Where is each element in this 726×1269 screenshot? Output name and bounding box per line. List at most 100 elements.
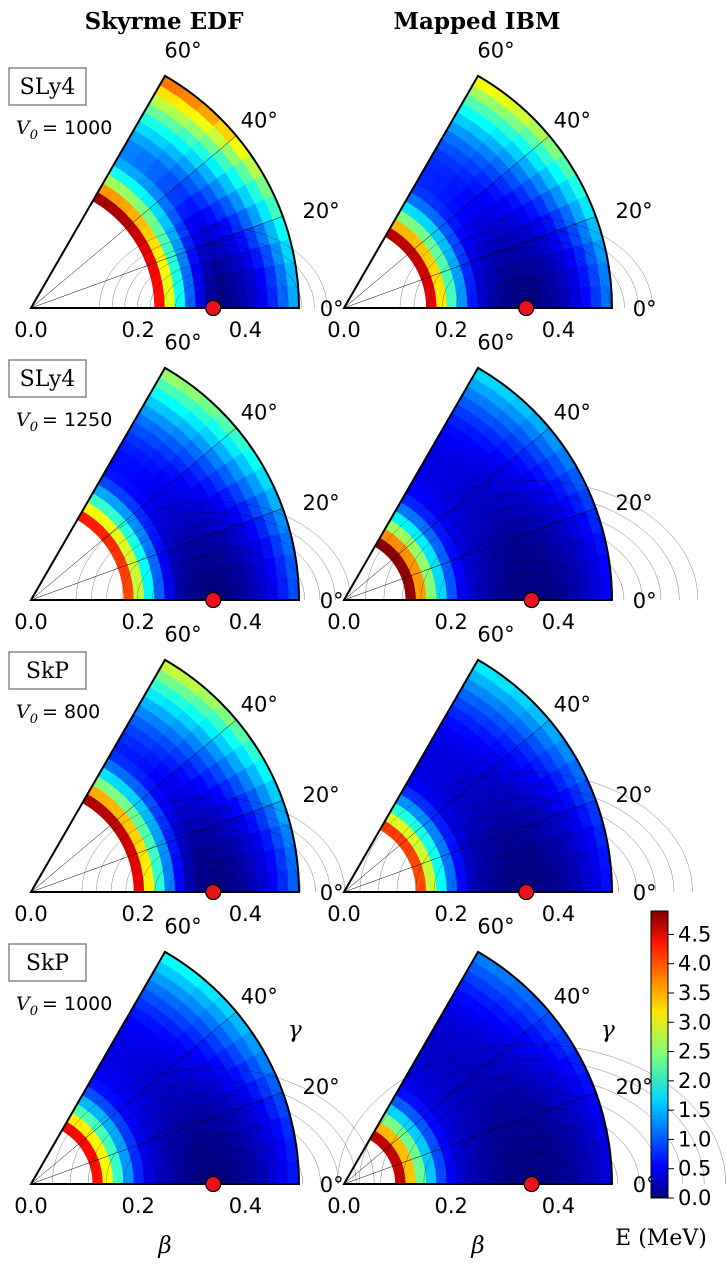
energy-cell — [456, 296, 469, 309]
gamma-axis-label: γ — [288, 1017, 302, 1043]
energy-surface — [379, 659, 613, 893]
gamma-tick-label: 40° — [554, 985, 591, 1009]
energy-cell — [559, 579, 572, 601]
energy-cell — [246, 579, 259, 601]
colorbar-tick-label: 3.5 — [678, 981, 711, 1005]
beta-tick-label: 0.2 — [121, 610, 154, 634]
energy-cell — [569, 287, 582, 309]
gamma-tick-label: 20° — [615, 491, 652, 515]
v0-label: V0 = 1000 — [16, 117, 112, 143]
sector-outline — [29, 950, 301, 1185]
energy-cell — [507, 1168, 520, 1185]
energy-cell — [436, 298, 448, 309]
gamma-grid-line — [343, 216, 596, 309]
contour-line — [159, 1145, 268, 1185]
energy-cell — [162, 282, 176, 297]
gamma-grid-line — [343, 800, 596, 893]
gamma-grid-line — [343, 1011, 550, 1185]
energy-cell — [569, 871, 582, 893]
energy-cell — [194, 876, 207, 893]
gamma-grid-line — [30, 135, 237, 309]
contour-line — [198, 881, 229, 893]
energy-cell — [123, 1174, 135, 1185]
contour-line — [81, 797, 345, 893]
gamma-grid-line — [30, 1092, 283, 1185]
minimum-marker — [205, 883, 222, 901]
gamma-tick-label: 20° — [302, 199, 339, 223]
minimum-marker — [523, 591, 540, 609]
energy-cell — [425, 1175, 438, 1185]
force-label-frame — [8, 67, 87, 106]
energy-cell — [133, 1173, 145, 1185]
colorbar-tick-label: 2.0 — [678, 1069, 711, 1093]
contour-line — [441, 247, 611, 309]
contour-line — [358, 1059, 705, 1185]
contour-line — [378, 785, 675, 893]
v0-symbol: V — [16, 993, 32, 1015]
contour-line — [90, 511, 336, 601]
contour-line — [489, 865, 564, 893]
energy-cell — [194, 1168, 207, 1185]
energy-cell — [425, 299, 438, 309]
panel-2-ibm: 0.0 0.2 0.4 0° 20° 40° 60° — [327, 331, 699, 634]
gamma-tick-label: 40° — [241, 109, 278, 133]
sector-outline — [342, 950, 614, 1185]
beta-tick-label: 0.4 — [229, 610, 262, 634]
beta-tick-label: 0.4 — [229, 318, 262, 342]
contour-line — [470, 851, 582, 893]
gamma-grid-line — [30, 508, 283, 601]
gamma-tick-label: 60° — [477, 39, 514, 63]
contour-line — [151, 555, 275, 601]
minimum-marker — [205, 299, 222, 317]
gamma-tick-label: 40° — [554, 401, 591, 425]
v0-symbol: V — [16, 409, 32, 431]
contour-line — [511, 297, 541, 309]
minimum-marker — [205, 1175, 222, 1193]
v0-value: = 1000 — [42, 117, 112, 139]
minimum-marker — [205, 591, 222, 609]
force-label-frame — [8, 943, 87, 982]
colorbar-tick-label: 1.5 — [678, 1098, 711, 1122]
energy-cell — [246, 1163, 259, 1185]
gamma-tick-label: 60° — [164, 623, 201, 647]
contour-line — [106, 522, 321, 601]
gamma-tick-label: 20° — [615, 783, 652, 807]
force-label: SLy4 — [20, 75, 76, 100]
energy-cell — [465, 576, 478, 590]
sector-outline — [29, 366, 301, 601]
panel-1-edf: 0.0 0.2 0.4 0° 20° 40° 60° SLy4 V0 = 1000 — [8, 39, 344, 342]
energy-cell — [256, 287, 269, 309]
energy-cell — [172, 1156, 186, 1172]
contour-line — [105, 1106, 321, 1185]
gamma-grid-line — [343, 427, 550, 601]
contour-line — [99, 225, 328, 309]
gamma-tick-label: 20° — [302, 491, 339, 515]
energy-cell — [415, 884, 427, 893]
sector-outline — [342, 74, 614, 309]
force-label-frame — [8, 359, 87, 398]
gamma-tick-label: 0° — [320, 589, 344, 613]
energy-cell — [559, 1163, 572, 1185]
contour-line — [399, 216, 653, 309]
contour-line — [177, 1158, 250, 1185]
energy-cell — [538, 873, 551, 893]
contour-line — [121, 534, 305, 601]
sector-outline — [29, 74, 301, 309]
colorbar-tick-label: 4.5 — [678, 922, 711, 946]
gamma-tick-label: 40° — [554, 109, 591, 133]
contour-line — [365, 480, 699, 601]
v0-value: = 800 — [42, 701, 100, 723]
energy-cell — [487, 586, 499, 601]
contour-line — [125, 828, 302, 893]
energy-cell — [477, 879, 489, 893]
panel-4-ibm: 0.0 0.2 0.40°20°40°60° — [327, 915, 726, 1218]
panel-1-ibm: 0.0 0.2 0.4 0° 20° 40° 60° — [327, 39, 656, 342]
energy-cell — [225, 1165, 238, 1185]
gamma-tick-label: 20° — [302, 783, 339, 807]
contour-line — [445, 1121, 619, 1185]
energy-surface — [76, 367, 300, 601]
energy-cell — [497, 877, 510, 893]
colorbar-tick-label: 0.5 — [678, 1157, 711, 1181]
energy-cell — [579, 286, 592, 309]
energy-cell — [256, 1163, 269, 1185]
